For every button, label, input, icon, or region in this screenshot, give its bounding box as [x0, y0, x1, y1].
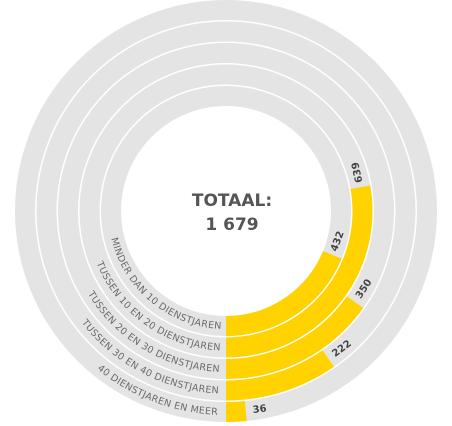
bar [225, 250, 342, 336]
chart-title: TOTAAL: [192, 191, 272, 211]
bar [225, 296, 364, 379]
bar [225, 350, 334, 401]
value-label: 36 [252, 403, 267, 416]
bar [225, 401, 247, 422]
total-label: 1 679 [205, 215, 258, 235]
value-label: 639 [350, 161, 365, 184]
bar [225, 185, 373, 358]
